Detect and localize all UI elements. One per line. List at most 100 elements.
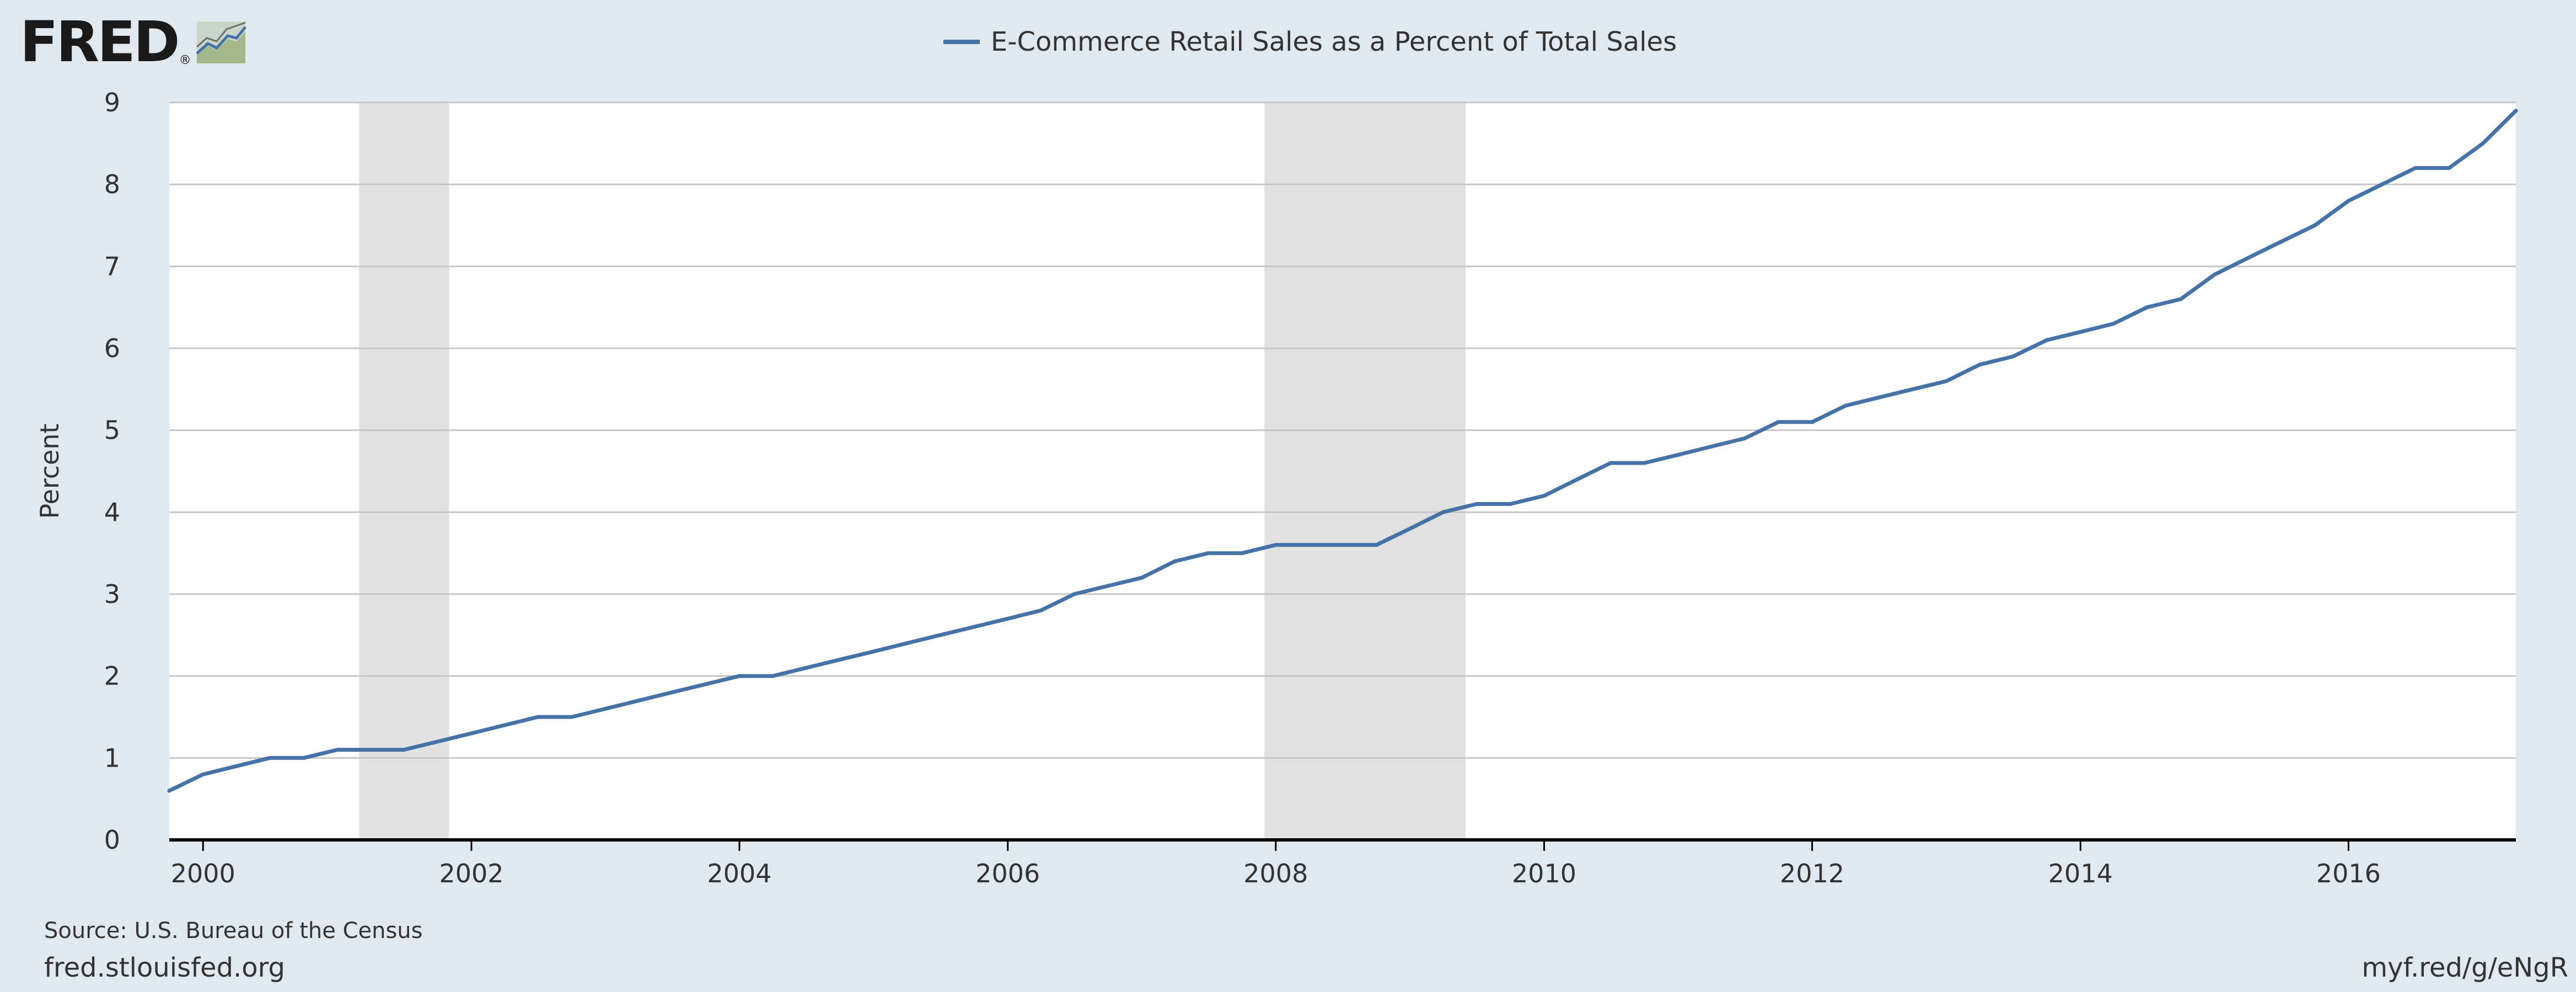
data-point bbox=[1006, 617, 1010, 621]
data-point bbox=[302, 756, 306, 760]
data-point bbox=[1140, 575, 1144, 580]
data-point bbox=[2212, 272, 2217, 277]
data-point bbox=[804, 666, 808, 670]
data-point bbox=[872, 649, 876, 654]
data-point bbox=[2380, 182, 2384, 187]
x-tick-label: 2000 bbox=[171, 859, 235, 888]
data-point bbox=[1910, 387, 1915, 391]
data-point bbox=[1776, 420, 1780, 424]
data-point bbox=[2413, 166, 2418, 170]
data-point bbox=[2481, 141, 2485, 145]
data-point bbox=[636, 698, 641, 703]
data-point bbox=[2245, 256, 2250, 260]
x-tick-label: 2014 bbox=[2048, 859, 2113, 888]
data-point bbox=[1039, 608, 1043, 613]
data-point bbox=[1474, 502, 1479, 506]
data-point bbox=[1676, 452, 1681, 457]
data-point bbox=[1575, 477, 1579, 482]
data-point bbox=[670, 690, 674, 694]
recession-band bbox=[359, 103, 449, 840]
data-point bbox=[2178, 297, 2183, 301]
chart-legend: E-Commerce Retail Sales as a Percent of … bbox=[0, 26, 2576, 57]
y-tick-label: 7 bbox=[104, 251, 120, 281]
x-tick-label: 2016 bbox=[2316, 859, 2381, 888]
y-tick-label: 2 bbox=[104, 661, 120, 691]
y-tick-label: 3 bbox=[104, 579, 120, 609]
x-tick-label: 2004 bbox=[707, 859, 771, 888]
recession-band bbox=[1264, 103, 1466, 840]
fred-logo-text: FRED bbox=[20, 9, 180, 75]
data-point bbox=[1742, 436, 1747, 441]
data-point bbox=[2111, 321, 2116, 326]
y-axis-label: Percent bbox=[35, 423, 65, 519]
x-tick-labels: 2000 2002 2004 2006 2008 2010 2012 2014 2016 bbox=[171, 840, 2381, 888]
gridlines bbox=[169, 101, 2516, 759]
data-point bbox=[1944, 379, 1949, 383]
data-point bbox=[2145, 305, 2149, 310]
y-tick-label: 1 bbox=[104, 743, 120, 773]
data-point bbox=[838, 657, 842, 662]
data-point bbox=[2447, 166, 2451, 170]
data-point bbox=[704, 682, 708, 687]
data-point bbox=[1240, 551, 1244, 556]
data-point bbox=[1274, 543, 1278, 547]
data-point bbox=[570, 715, 574, 719]
x-tick-label: 2008 bbox=[1243, 859, 1308, 888]
data-point bbox=[2078, 330, 2083, 334]
site-link[interactable]: fred.stlouisfed.org bbox=[44, 952, 286, 983]
data-point bbox=[1206, 551, 1210, 556]
y-tick-label: 8 bbox=[104, 170, 120, 200]
data-point bbox=[469, 731, 474, 736]
data-point bbox=[368, 747, 373, 752]
data-point bbox=[1340, 543, 1345, 547]
data-point bbox=[2279, 240, 2283, 244]
x-tick-label: 2010 bbox=[1512, 859, 1576, 888]
data-point bbox=[1408, 526, 1413, 531]
data-point bbox=[905, 641, 909, 645]
data-point bbox=[436, 740, 440, 744]
y-tick-labels: 0 1 2 3 4 5 6 7 8 9 bbox=[104, 88, 120, 855]
y-tick-label: 6 bbox=[104, 333, 120, 363]
data-point bbox=[972, 624, 976, 629]
data-point bbox=[1542, 494, 1547, 498]
series-group bbox=[167, 109, 2518, 793]
data-point bbox=[1843, 403, 1848, 408]
data-point bbox=[1072, 592, 1076, 596]
data-point bbox=[201, 772, 205, 777]
fred-logo[interactable]: FRED ® bbox=[20, 12, 248, 73]
data-point bbox=[1709, 444, 1713, 449]
data-point bbox=[938, 633, 942, 637]
data-point bbox=[737, 674, 742, 678]
x-tick-label: 2002 bbox=[439, 859, 503, 888]
data-point bbox=[1441, 510, 1445, 514]
data-point bbox=[1877, 395, 1881, 400]
data-point bbox=[335, 747, 340, 752]
data-point bbox=[1977, 363, 1982, 367]
data-point bbox=[2011, 354, 2015, 359]
data-point bbox=[1642, 461, 1646, 465]
short-link[interactable]: myf.red/g/eNgR bbox=[2362, 952, 2568, 983]
data-point bbox=[2514, 109, 2518, 113]
recession-shading bbox=[359, 103, 1466, 840]
data-point bbox=[603, 707, 608, 711]
data-point bbox=[1508, 502, 1512, 506]
registered-mark: ® bbox=[179, 53, 191, 67]
legend-swatch bbox=[943, 40, 980, 44]
x-tick-label: 2012 bbox=[1780, 859, 1844, 888]
data-point bbox=[1307, 543, 1311, 547]
source-note: Source: U.S. Bureau of the Census bbox=[44, 918, 423, 944]
y-tick-label: 9 bbox=[104, 88, 120, 117]
chart-trend-icon bbox=[195, 21, 246, 63]
data-point bbox=[1810, 420, 1815, 424]
y-tick-label: 4 bbox=[104, 497, 120, 527]
data-point bbox=[1106, 584, 1110, 588]
data-point bbox=[771, 674, 775, 678]
data-point bbox=[267, 756, 272, 760]
data-point bbox=[1374, 543, 1378, 547]
x-tick-label: 2006 bbox=[975, 859, 1040, 888]
data-point bbox=[167, 789, 171, 793]
data-point bbox=[234, 764, 239, 768]
data-point bbox=[535, 715, 540, 719]
data-point bbox=[1608, 461, 1613, 465]
data-point bbox=[2312, 223, 2317, 228]
